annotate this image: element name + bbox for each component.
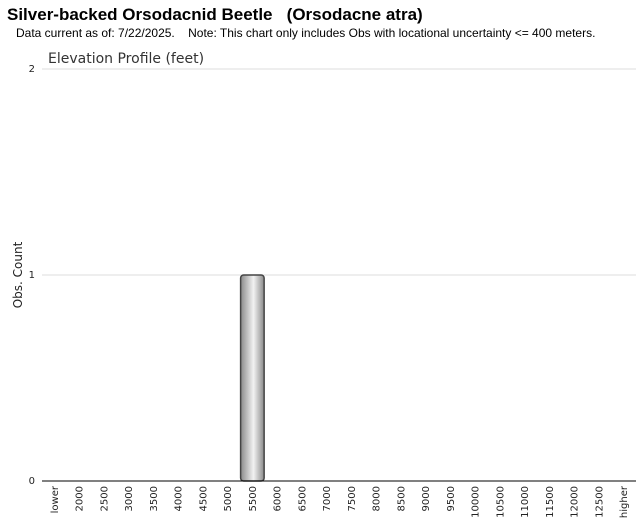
x-tick-label: 8500 bbox=[396, 486, 407, 511]
x-tick-label: lower bbox=[50, 485, 61, 513]
x-tick-label: 11000 bbox=[520, 486, 531, 518]
chart-title: Elevation Profile (feet) bbox=[48, 51, 204, 67]
x-tick-label: 6000 bbox=[273, 486, 284, 511]
x-tick-label: 6500 bbox=[297, 486, 308, 511]
x-tick-label: 12500 bbox=[594, 486, 605, 518]
x-tick-label: 4000 bbox=[174, 486, 185, 511]
x-tick-label: 10000 bbox=[471, 486, 482, 518]
x-tick-label: 8000 bbox=[372, 486, 383, 511]
x-tick-label: 2000 bbox=[75, 486, 86, 511]
bars bbox=[239, 274, 265, 482]
x-tick-label: 12000 bbox=[570, 486, 581, 518]
x-tick-label: 10500 bbox=[495, 486, 506, 518]
x-tick-label: 3500 bbox=[149, 486, 160, 511]
y-tick-labels: 0 1 2 bbox=[29, 64, 35, 487]
y-tick-label: 0 bbox=[29, 476, 35, 487]
x-tick-label: 2500 bbox=[99, 486, 110, 511]
x-tick-label: 7500 bbox=[347, 486, 358, 511]
y-axis-title: Obs. Count bbox=[11, 241, 25, 308]
x-tick-label: 9000 bbox=[421, 486, 432, 511]
x-tick-label: 5000 bbox=[223, 486, 234, 511]
y-tick-label: 2 bbox=[29, 64, 35, 75]
x-tick-label: 3000 bbox=[124, 486, 135, 511]
gridlines bbox=[42, 68, 636, 276]
bar-5500 bbox=[239, 274, 265, 482]
x-tick-label: 9500 bbox=[446, 486, 457, 511]
data-note: Data current as of: 7/22/2025. Note: Thi… bbox=[16, 26, 596, 40]
x-tick-label: higher bbox=[619, 485, 630, 518]
x-tick-label: 4500 bbox=[198, 486, 209, 511]
x-tick-label: 7000 bbox=[322, 486, 333, 511]
x-tick-labels: lower 2000 2500 3000 3500 4000 4500 5000 5500 600… bbox=[50, 485, 630, 518]
y-tick-label: 1 bbox=[29, 270, 35, 281]
page-title: Silver-backed Orsodacnid Beetle (Orsodac… bbox=[7, 5, 423, 24]
x-tick-label: 5500 bbox=[248, 486, 259, 511]
x-tick-label: 11500 bbox=[545, 486, 556, 518]
